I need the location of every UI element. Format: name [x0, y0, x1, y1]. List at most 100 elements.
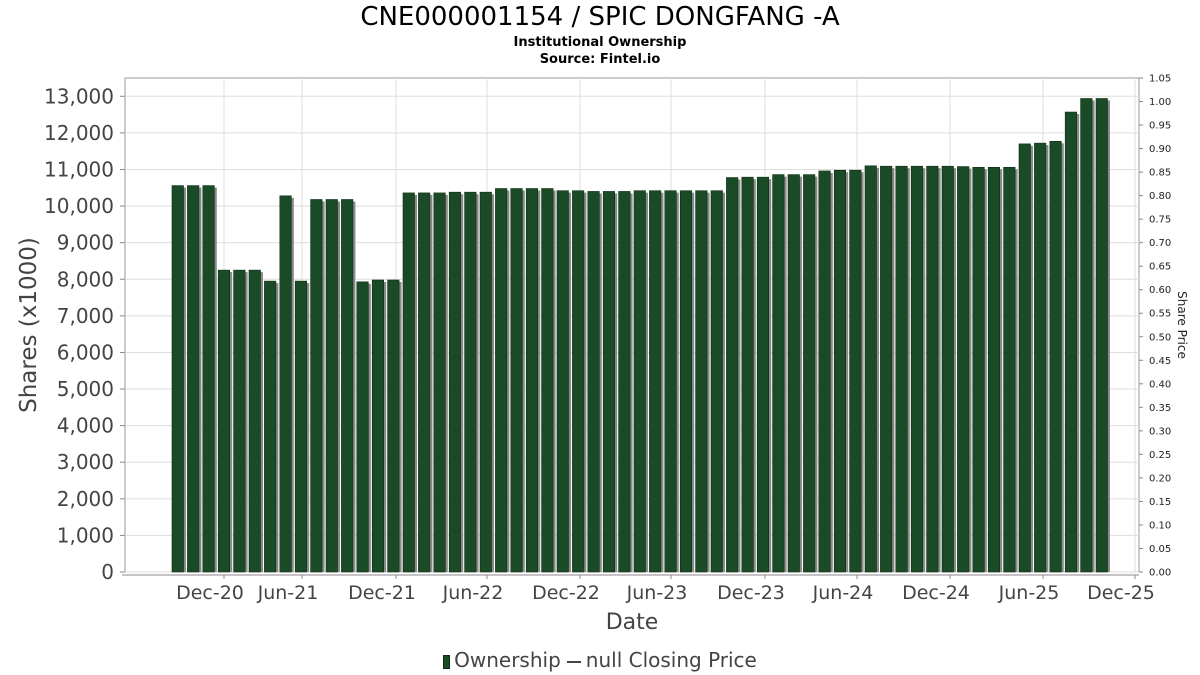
ownership-bar — [387, 279, 400, 573]
y-right-tick-label: 0.20 — [1149, 473, 1171, 484]
x-axis-title: Date — [606, 610, 659, 635]
ownership-bar — [510, 188, 523, 573]
y-right-tick-label: 0.80 — [1149, 191, 1171, 202]
y-right-tick-label: 0.50 — [1149, 332, 1171, 343]
x-tick-label: Dec-23 — [717, 582, 785, 604]
ownership-bar — [695, 190, 708, 573]
ownership-bar — [541, 188, 554, 573]
x-tick-label: Jun-24 — [812, 582, 874, 604]
ownership-bar — [756, 176, 770, 573]
x-tick-label: Dec-22 — [532, 582, 600, 604]
chart-legend: Ownership null Closing Price — [0, 648, 1200, 672]
ownership-bar — [587, 191, 600, 573]
ownership-legend-swatch — [443, 654, 451, 669]
y-tick-label: 2,000 — [57, 487, 114, 511]
ownership-bar — [371, 279, 385, 573]
y-tick-label: 3,000 — [57, 450, 114, 474]
y-tick-label: 12,000 — [44, 121, 114, 145]
ownership-bar — [418, 192, 431, 573]
y-tick-label: 10,000 — [44, 194, 114, 218]
ownership-chart: 0 1,000 2,000 3,000 4,000 5,000 6,000 7,000 8,00… — [16, 74, 1189, 636]
y-right-tick-label: 0.75 — [1149, 215, 1171, 226]
ownership-bar — [679, 190, 693, 573]
ownership-bar — [664, 190, 677, 573]
x-tick-label: Dec-24 — [902, 582, 970, 604]
y-right-tick-label: 0.10 — [1149, 520, 1171, 531]
ownership-bar — [264, 280, 277, 573]
ownership-bar — [710, 190, 723, 573]
ownership-bar — [818, 170, 831, 573]
ownership-bar — [864, 165, 877, 573]
y-right-tick-label: 0.25 — [1149, 450, 1171, 461]
ownership-bar — [957, 166, 970, 573]
y-right-tick-label: 0.85 — [1149, 168, 1171, 179]
ownership-bar — [217, 269, 230, 573]
ownership-bar — [941, 165, 954, 573]
y-right-tick-label: 0.35 — [1149, 403, 1171, 414]
ownership-bar — [464, 191, 477, 573]
ownership-bar — [356, 281, 369, 573]
ownership-bar — [294, 280, 308, 573]
ownership-bar — [171, 185, 184, 573]
ownership-bar — [325, 199, 338, 573]
y-right-tick-label: 1.00 — [1149, 97, 1171, 108]
ownership-bar — [495, 188, 508, 573]
ownership-bar — [726, 177, 739, 573]
y-right-tick-label: 0.65 — [1149, 262, 1171, 273]
ownership-bar — [202, 185, 215, 573]
closing-price-legend-line — [566, 660, 581, 663]
ownership-bar — [833, 169, 847, 573]
x-tick-label: Dec-21 — [348, 582, 416, 604]
ownership-bar — [248, 269, 261, 573]
y-tick-label: 5,000 — [57, 377, 114, 401]
ownership-bar — [880, 165, 893, 573]
ownership-bar — [433, 192, 446, 573]
ownership-bar — [279, 195, 292, 573]
x-tick-label: Jun-23 — [626, 582, 688, 604]
ownership-bar — [618, 191, 631, 573]
ownership-bar — [402, 192, 415, 573]
x-tick-label: Dec-25 — [1087, 582, 1155, 604]
ownership-bar — [803, 174, 816, 573]
x-tick-label: Jun-21 — [257, 582, 319, 604]
y-right-axis-title: Share Price — [1175, 291, 1189, 359]
ownership-bar — [772, 174, 785, 573]
ownership-bar — [1034, 142, 1047, 573]
ownership-bar — [572, 190, 585, 573]
ownership-bar — [1003, 166, 1016, 573]
ownership-bar — [448, 191, 462, 573]
y-axis-title: Shares (x1000) — [16, 237, 42, 413]
y-right-tick-label: 0.60 — [1149, 285, 1171, 296]
ownership-bar — [1095, 98, 1108, 573]
chart-source: Source: Fintel.io — [539, 52, 661, 67]
y-right-tick-label: 0.95 — [1149, 121, 1171, 132]
y-tick-label: 1,000 — [57, 523, 114, 547]
y-tick-label: 4,000 — [57, 414, 114, 438]
ownership-bar — [187, 185, 200, 573]
ownership-bar — [633, 190, 646, 573]
y-right-tick-label: 0.45 — [1149, 356, 1171, 367]
y-tick-label: 7,000 — [57, 304, 114, 328]
y-right-tick-label: 0.70 — [1149, 238, 1171, 249]
ownership-bar — [926, 165, 939, 573]
ownership-bar — [1080, 98, 1093, 573]
ownership-bar — [1064, 111, 1077, 573]
ownership-bar — [556, 190, 569, 573]
ownership-bar — [310, 199, 323, 573]
chart-title: CNE000001154 / SPIC DONGFANG -A — [360, 2, 840, 32]
ownership-bar — [1018, 143, 1031, 573]
y-right-tick-label: 1.05 — [1149, 74, 1171, 85]
ownership-bar — [987, 166, 1001, 573]
ownership-bar — [341, 199, 354, 573]
ownership-bar — [525, 188, 539, 573]
ownership-bar — [849, 169, 862, 573]
y-right-tick-label: 0.55 — [1149, 309, 1171, 320]
y-right-tick-label: 0.05 — [1149, 544, 1171, 555]
y-tick-label: 9,000 — [57, 231, 114, 255]
y-right-tick-label: 0.40 — [1149, 379, 1171, 390]
ownership-bar — [649, 190, 662, 573]
x-tick-label: Jun-25 — [998, 582, 1060, 604]
y-tick-label: 11,000 — [44, 157, 114, 181]
ownership-bar — [787, 174, 800, 573]
legend-ownership-label: Ownership — [454, 648, 561, 672]
